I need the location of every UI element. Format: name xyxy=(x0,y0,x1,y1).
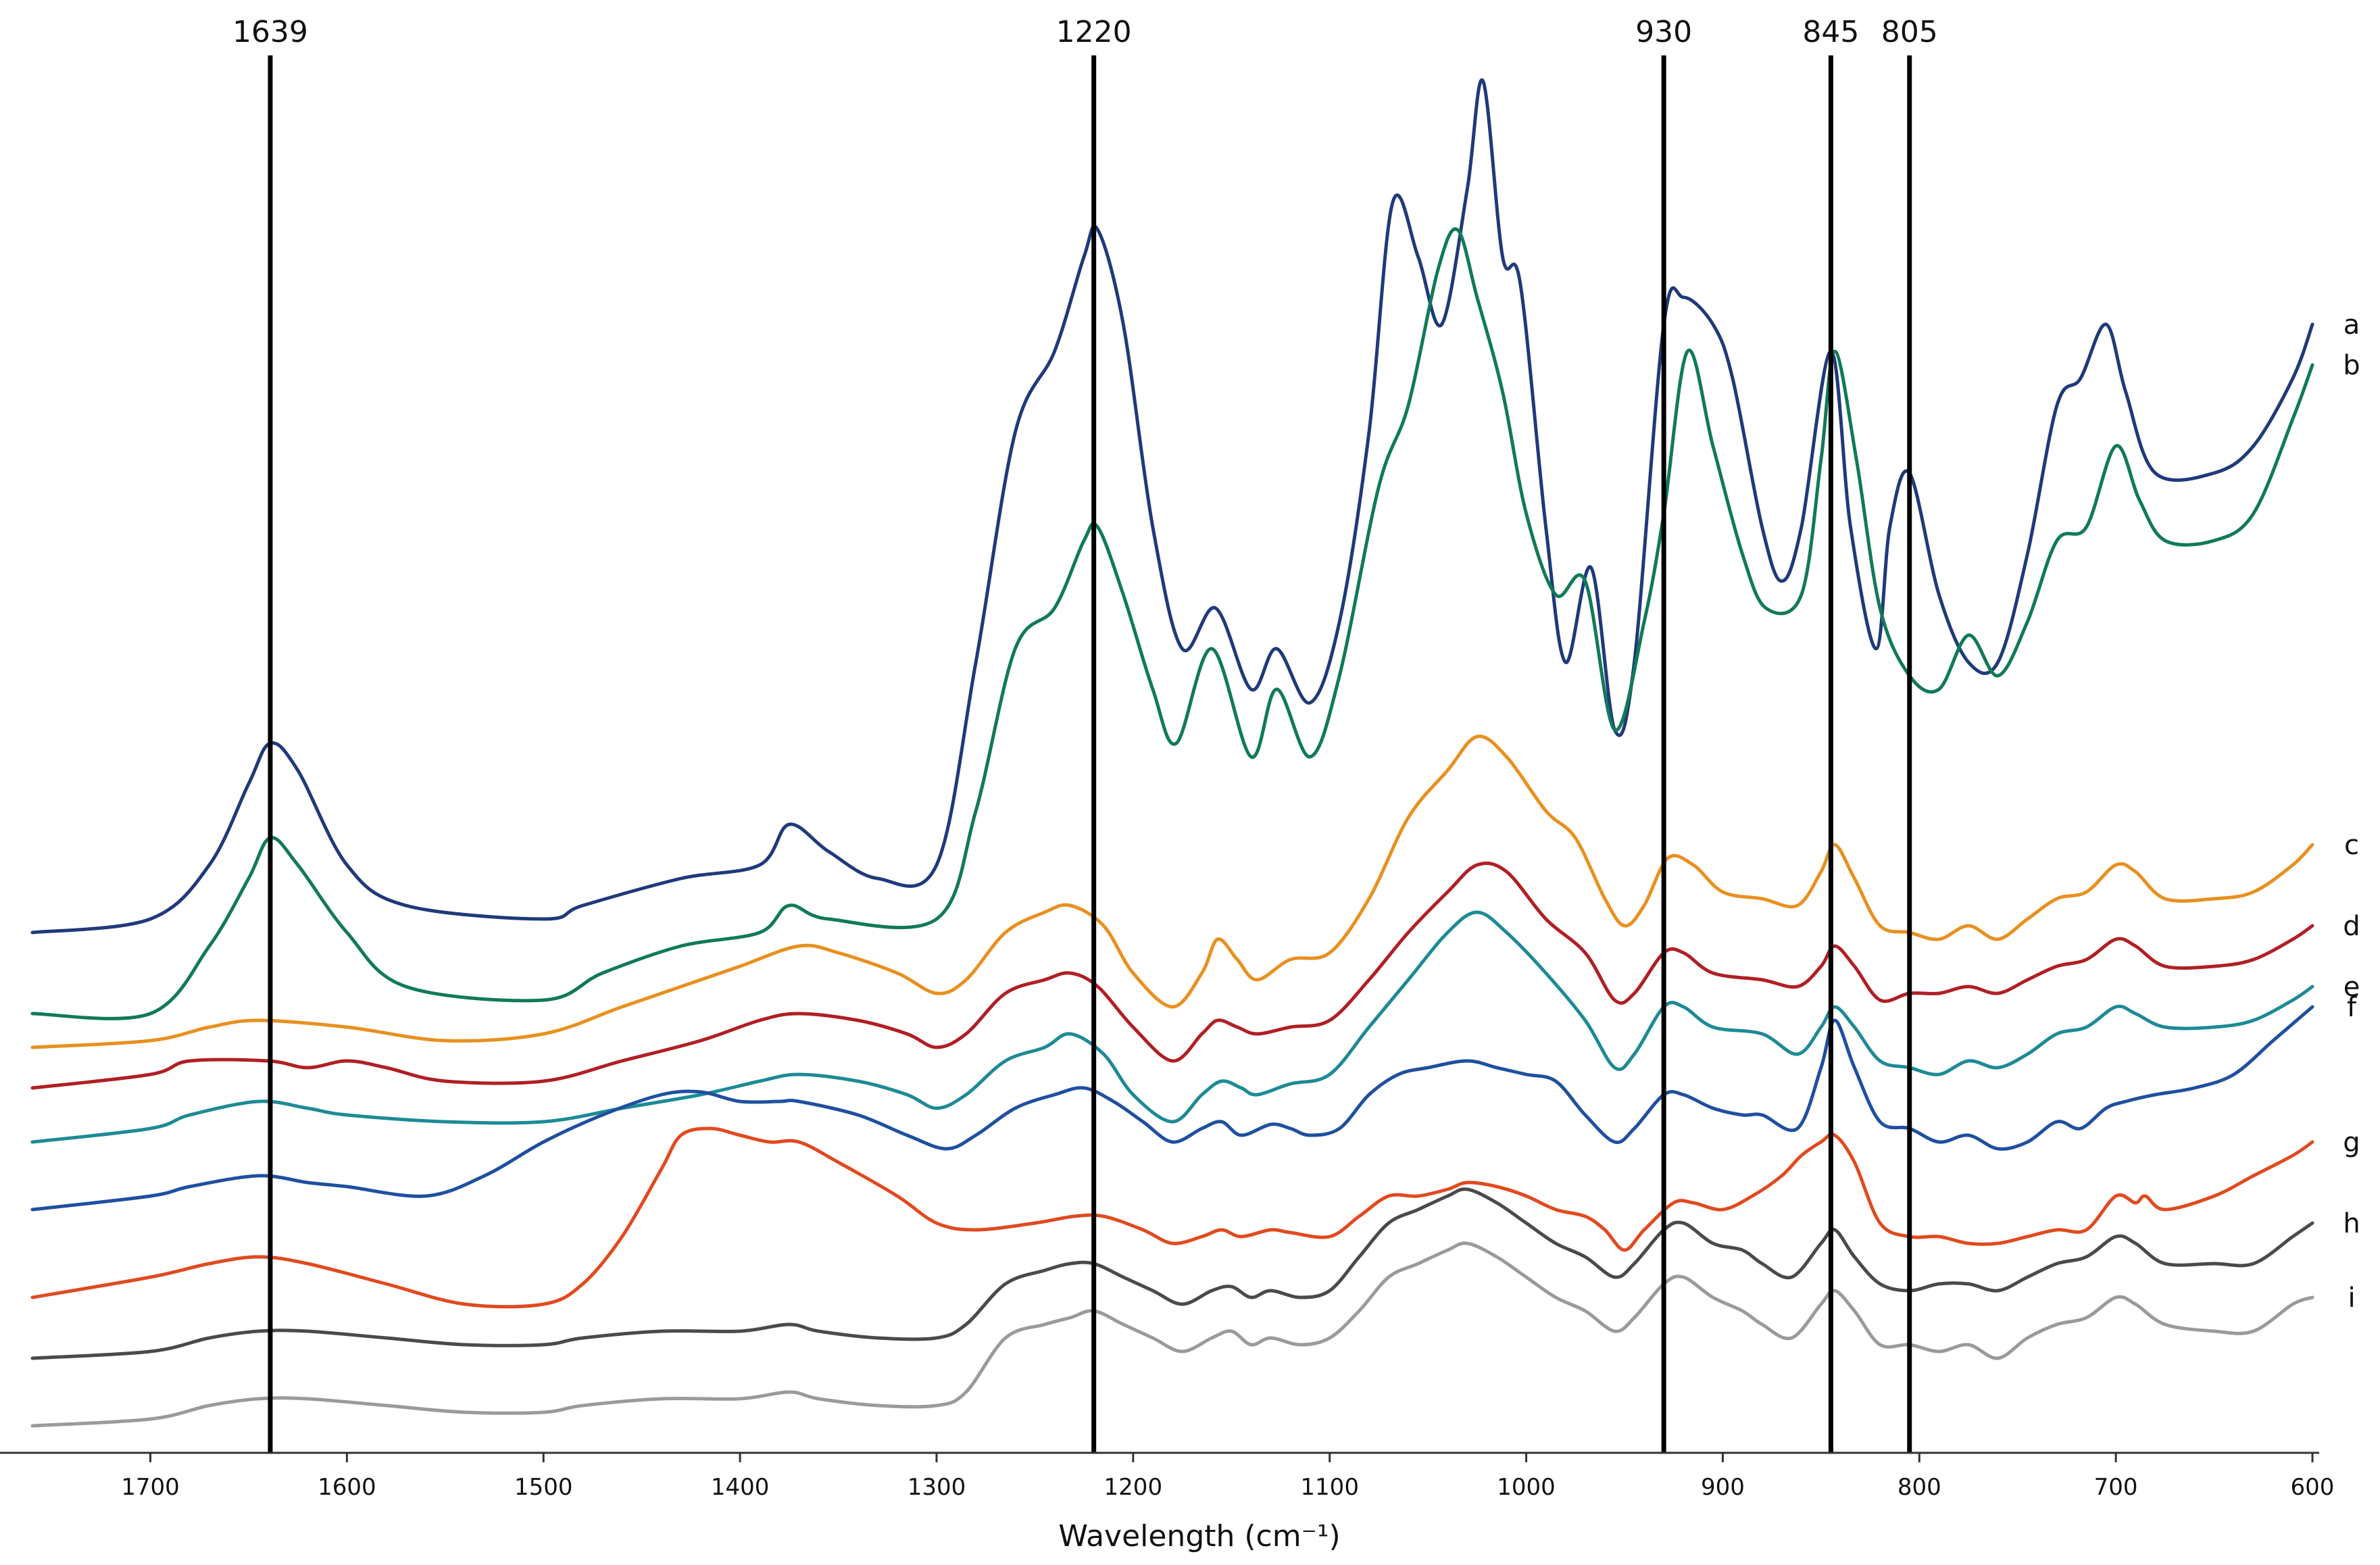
x-axis-title: Wavelength (cm⁻¹) xyxy=(1058,1519,1340,1554)
x-tick-label-1400: 1400 xyxy=(711,1474,770,1501)
reference-label-930: 930 xyxy=(1635,15,1692,49)
series-label-e: e xyxy=(2344,972,2360,1003)
series-label-a: a xyxy=(2344,309,2360,341)
reference-label-845: 845 xyxy=(1802,15,1859,49)
series-label-f: f xyxy=(2347,992,2357,1023)
series-line-f xyxy=(30,1005,2314,1212)
reference-lines: 1639 1220 930 845 805 xyxy=(232,15,1938,1453)
series-label-c: c xyxy=(2344,830,2359,861)
x-tick-label-1700: 1700 xyxy=(121,1474,180,1501)
x-tick-label-1100: 1100 xyxy=(1300,1474,1359,1501)
series-labels: ab c def g h i xyxy=(2343,309,2360,1314)
series-line-g xyxy=(30,1126,2314,1309)
x-tick-label-900: 900 xyxy=(1701,1474,1745,1501)
x-tick-label-1000: 1000 xyxy=(1497,1474,1556,1501)
series-line-a xyxy=(30,78,2314,935)
reference-label-805: 805 xyxy=(1881,15,1938,49)
x-tick-label-1600: 1600 xyxy=(318,1474,376,1501)
series-label-b: b xyxy=(2343,350,2360,381)
x-axis-ticks: 1700 1600 1500 1400 1300 1200 1100 1000 900 800 70… xyxy=(121,1453,2334,1501)
series-label-d: d xyxy=(2343,911,2360,942)
x-tick-label-800: 800 xyxy=(1898,1474,1941,1501)
reference-label-1639: 1639 xyxy=(232,15,308,49)
x-tick-label-600: 600 xyxy=(2291,1474,2335,1501)
series-label-g: g xyxy=(2343,1127,2360,1158)
x-tick-label-1500: 1500 xyxy=(514,1474,573,1501)
x-tick-label-1300: 1300 xyxy=(908,1474,966,1501)
series-line-d xyxy=(30,861,2314,1090)
series-line-c xyxy=(30,735,2314,1049)
series-line-b xyxy=(30,227,2314,1020)
series-line-i xyxy=(30,1241,2314,1428)
series-label-h: h xyxy=(2343,1208,2360,1239)
x-tick-label-700: 700 xyxy=(2094,1474,2138,1501)
series-line-e xyxy=(30,910,2314,1144)
x-tick-label-1200: 1200 xyxy=(1104,1474,1163,1501)
series-line-h xyxy=(30,1187,2314,1360)
series-layer xyxy=(30,78,2314,1428)
reference-label-1220: 1220 xyxy=(1056,15,1132,49)
series-label-i: i xyxy=(2348,1283,2355,1314)
